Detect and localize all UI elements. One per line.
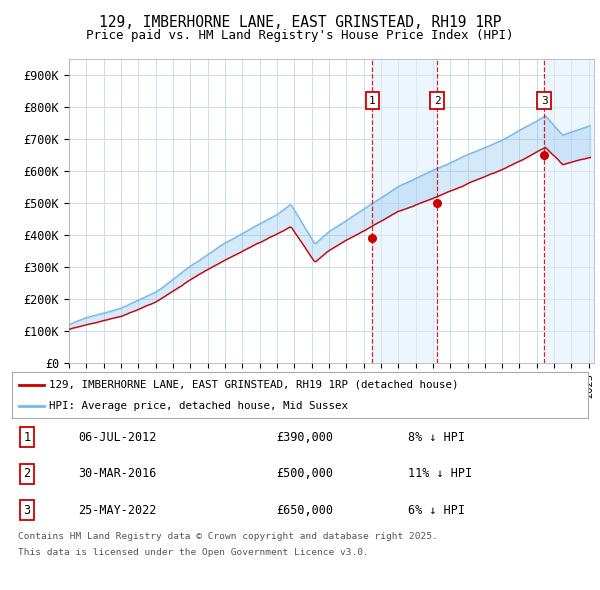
- Text: 2: 2: [434, 96, 440, 106]
- Text: 6% ↓ HPI: 6% ↓ HPI: [408, 504, 465, 517]
- Text: 3: 3: [23, 504, 31, 517]
- Bar: [544, 59, 594, 363]
- Text: 25-MAY-2022: 25-MAY-2022: [78, 504, 157, 517]
- Text: 8% ↓ HPI: 8% ↓ HPI: [408, 431, 465, 444]
- Text: 06-JUL-2012: 06-JUL-2012: [78, 431, 157, 444]
- Text: 129, IMBERHORNE LANE, EAST GRINSTEAD, RH19 1RP: 129, IMBERHORNE LANE, EAST GRINSTEAD, RH…: [99, 15, 501, 30]
- Text: 3: 3: [541, 96, 547, 106]
- Bar: [372, 59, 437, 363]
- Text: This data is licensed under the Open Government Licence v3.0.: This data is licensed under the Open Gov…: [18, 548, 369, 557]
- Text: HPI: Average price, detached house, Mid Sussex: HPI: Average price, detached house, Mid …: [49, 401, 349, 411]
- Text: 129, IMBERHORNE LANE, EAST GRINSTEAD, RH19 1RP (detached house): 129, IMBERHORNE LANE, EAST GRINSTEAD, RH…: [49, 379, 459, 389]
- Text: 2: 2: [23, 467, 31, 480]
- Text: 11% ↓ HPI: 11% ↓ HPI: [408, 467, 472, 480]
- Text: Price paid vs. HM Land Registry's House Price Index (HPI): Price paid vs. HM Land Registry's House …: [86, 30, 514, 42]
- Text: £500,000: £500,000: [276, 467, 333, 480]
- Text: £650,000: £650,000: [276, 504, 333, 517]
- Text: 1: 1: [369, 96, 376, 106]
- Text: 1: 1: [23, 431, 31, 444]
- Text: £390,000: £390,000: [276, 431, 333, 444]
- Text: 30-MAR-2016: 30-MAR-2016: [78, 467, 157, 480]
- Text: Contains HM Land Registry data © Crown copyright and database right 2025.: Contains HM Land Registry data © Crown c…: [18, 532, 438, 540]
